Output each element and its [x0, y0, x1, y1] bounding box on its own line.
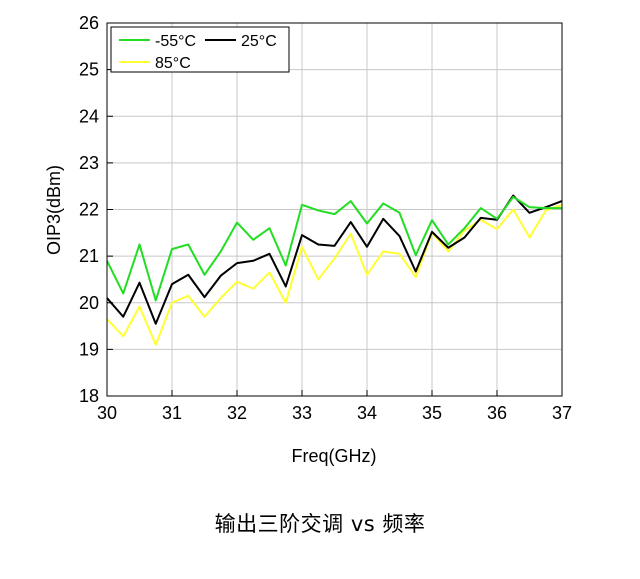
legend-label-series-3: 85°C: [155, 55, 191, 72]
series-line-3: [106, 203, 563, 346]
x-axis-label: Freq(GHz): [292, 446, 377, 466]
x-tick-label: 31: [162, 403, 182, 423]
y-tick-labels: 18 19 20 21 22 23 24 25 26: [79, 13, 99, 406]
legend: -55°C 25°C 85°C: [110, 26, 290, 73]
x-tick-label: 34: [357, 403, 377, 423]
series-line-1: [106, 195, 562, 302]
series-lines: [106, 194, 563, 346]
y-tick-label: 21: [79, 246, 99, 266]
series-line-2: [106, 194, 563, 325]
axis-ticks: [106, 22, 563, 397]
y-tick-label: 18: [79, 386, 99, 406]
y-tick-label: 26: [79, 13, 99, 33]
x-tick-label: 35: [422, 403, 442, 423]
grid-lines: [107, 23, 562, 396]
x-tick-label: 37: [552, 403, 572, 423]
legend-label-series-2: 25°C: [241, 33, 277, 50]
x-tick-labels: 30 31 32 33 34 35 36 37: [97, 403, 572, 423]
y-tick-label: 24: [79, 106, 99, 126]
x-tick-label: 36: [487, 403, 507, 423]
y-tick-label: 22: [79, 200, 99, 220]
y-axis-label: OIP3(dBm): [44, 165, 64, 255]
x-tick-label: 33: [292, 403, 312, 423]
oip3-chart: 30 31 32 33 34 35 36 37 18 19 20 21 22 23 24 25 26 Freq…: [44, 13, 572, 466]
y-tick-label: 25: [79, 60, 99, 80]
legend-label-series-1: -55°C: [155, 33, 196, 50]
y-tick-label: 19: [79, 339, 99, 359]
legend-box: [110, 26, 290, 73]
x-tick-label: 30: [97, 403, 117, 423]
x-tick-label: 32: [227, 403, 247, 423]
chart-caption: 输出三阶交调 vs 频率: [214, 512, 426, 536]
y-tick-label: 20: [79, 293, 99, 313]
y-tick-label: 23: [79, 153, 99, 173]
